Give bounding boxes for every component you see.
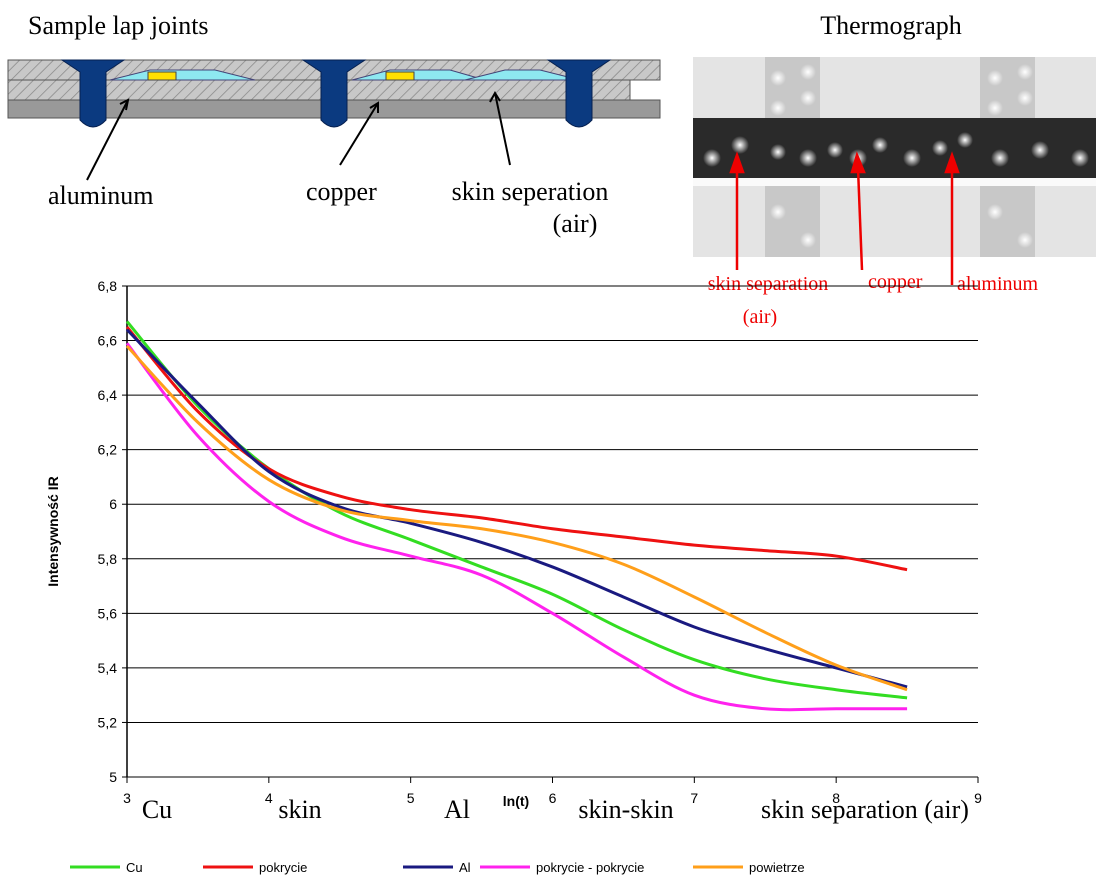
y-tick-label: 5,6 bbox=[98, 605, 118, 621]
series-line bbox=[125, 342, 908, 712]
x-annotation: Al bbox=[444, 795, 470, 824]
thermograph-label: aluminum bbox=[957, 273, 1039, 295]
y-axis-label: Intensywność IR bbox=[45, 476, 61, 586]
x-tick-label: 3 bbox=[123, 790, 131, 806]
y-tick-label: 5,2 bbox=[98, 714, 118, 730]
y-tick-label: 6,8 bbox=[98, 278, 118, 294]
x-annotation: skin bbox=[278, 795, 321, 824]
legend-label: powietrze bbox=[749, 860, 805, 875]
series-line bbox=[125, 328, 908, 689]
diagram-label: aluminum bbox=[48, 181, 153, 210]
x-tick-label: 4 bbox=[265, 790, 273, 806]
y-tick-label: 6,4 bbox=[98, 387, 118, 403]
diagram-title: Sample lap joints bbox=[28, 11, 209, 40]
x-annotation: skin separation (air) bbox=[761, 795, 969, 824]
x-annotation: Cu bbox=[142, 795, 172, 824]
thermograph-label: skin separation bbox=[708, 273, 829, 295]
x-axis-label: ln(t) bbox=[503, 793, 529, 809]
y-tick-label: 5 bbox=[109, 769, 117, 785]
y-tick-label: 6 bbox=[109, 496, 117, 512]
x-tick-label: 9 bbox=[974, 790, 982, 806]
lap-joint-diagram: Sample lap joints aluminum copper skin s… bbox=[7, 11, 661, 238]
y-tick-label: 5,8 bbox=[98, 551, 118, 567]
series-line bbox=[125, 320, 908, 700]
y-tick-label: 6,6 bbox=[98, 333, 118, 349]
legend-label: pokrycie bbox=[259, 860, 307, 875]
thermograph-label: (air) bbox=[743, 306, 777, 328]
diagram-label: skin seperation bbox=[452, 177, 609, 206]
x-tick-label: 5 bbox=[407, 790, 415, 806]
legend-label: Al bbox=[459, 860, 471, 875]
x-annotation: skin-skin bbox=[578, 795, 673, 824]
thermograph: Thermograph skin separation (air) copper… bbox=[693, 11, 1096, 328]
legend-label: pokrycie - pokrycie bbox=[536, 860, 644, 875]
x-tick-label: 7 bbox=[690, 790, 698, 806]
thermograph-label: copper bbox=[868, 271, 923, 293]
series-line bbox=[125, 344, 908, 692]
y-tick-label: 6,2 bbox=[98, 442, 118, 458]
chart: 5 5,2 5,4 5,6 5,8 6 6,2 6,4 6,6 6,8 3 4 5 6 7 8 9 Intensy… bbox=[45, 278, 982, 875]
x-tick-label: 8 bbox=[832, 790, 840, 806]
thermograph-title: Thermograph bbox=[820, 11, 962, 40]
diagram-label: copper bbox=[306, 177, 377, 206]
legend-label: Cu bbox=[126, 860, 143, 875]
x-tick-label: 6 bbox=[549, 790, 557, 806]
y-tick-label: 5,4 bbox=[98, 660, 118, 676]
diagram-label: (air) bbox=[553, 209, 598, 238]
